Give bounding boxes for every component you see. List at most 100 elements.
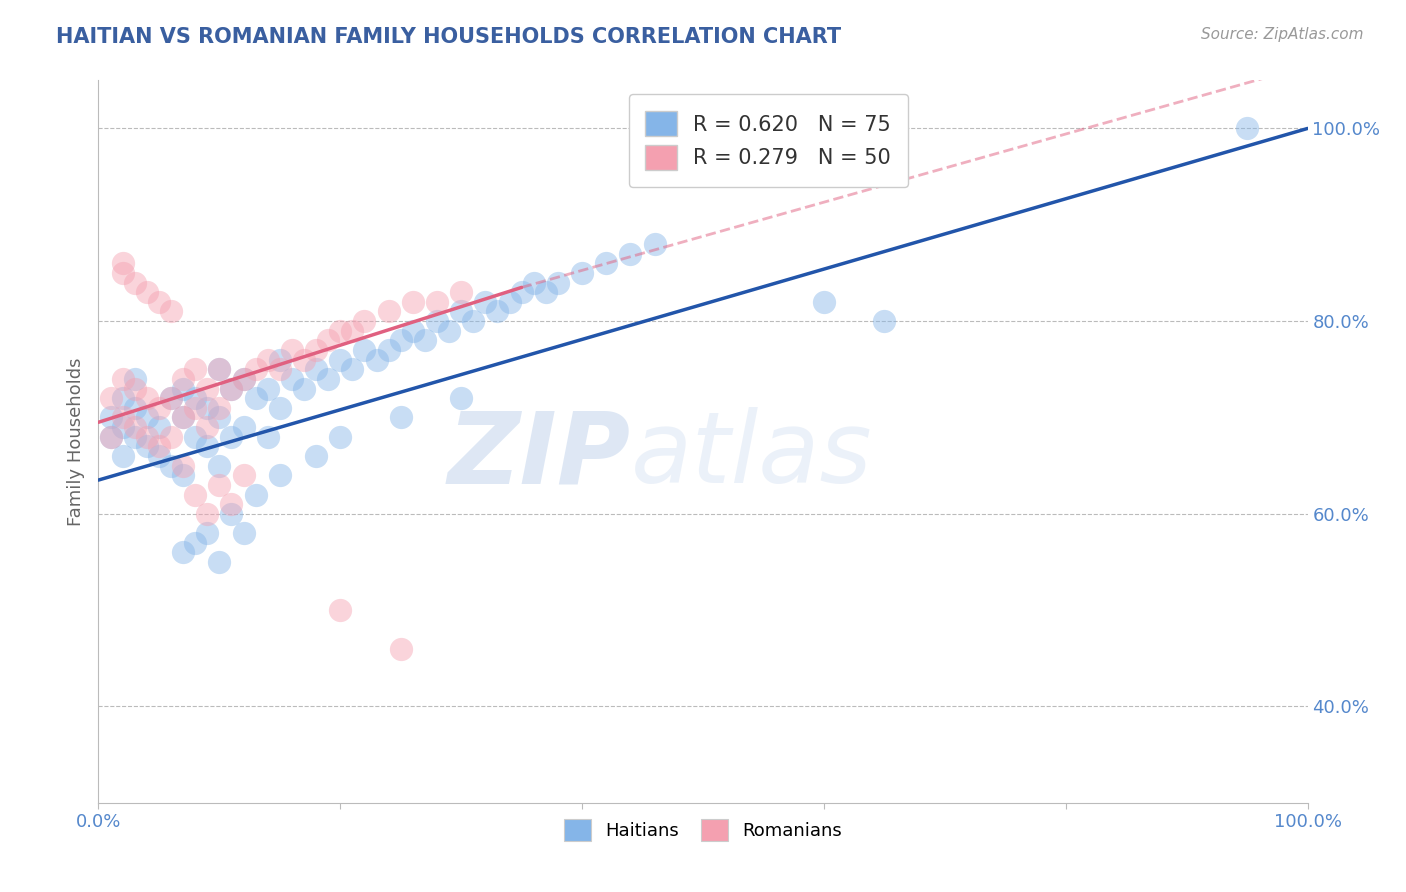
Point xyxy=(221,382,243,396)
Point xyxy=(329,352,352,367)
Legend: Haitians, Romanians: Haitians, Romanians xyxy=(557,812,849,848)
Point xyxy=(389,334,412,348)
Point xyxy=(873,314,896,328)
Point xyxy=(353,314,375,328)
Point xyxy=(184,401,207,415)
Point xyxy=(195,526,218,541)
Point xyxy=(135,285,157,300)
Point xyxy=(124,372,146,386)
Point xyxy=(160,391,183,405)
Point xyxy=(124,420,146,434)
Point xyxy=(221,382,243,396)
Point xyxy=(329,430,352,444)
Text: HAITIAN VS ROMANIAN FAMILY HOUSEHOLDS CORRELATION CHART: HAITIAN VS ROMANIAN FAMILY HOUSEHOLDS CO… xyxy=(56,27,841,46)
Point xyxy=(413,334,436,348)
Point xyxy=(148,420,170,434)
Point xyxy=(195,439,218,453)
Point xyxy=(281,372,304,386)
Point xyxy=(172,545,194,559)
Point xyxy=(269,352,291,367)
Point xyxy=(195,420,218,434)
Point xyxy=(100,410,122,425)
Point xyxy=(184,535,207,549)
Point xyxy=(172,458,194,473)
Point xyxy=(184,487,207,501)
Point xyxy=(474,294,496,309)
Point xyxy=(208,458,231,473)
Point xyxy=(389,641,412,656)
Point xyxy=(463,314,485,328)
Point xyxy=(160,430,183,444)
Point xyxy=(329,603,352,617)
Point xyxy=(305,449,328,463)
Point xyxy=(498,294,520,309)
Point xyxy=(353,343,375,357)
Point xyxy=(450,304,472,318)
Point xyxy=(316,334,339,348)
Point xyxy=(111,256,134,270)
Point xyxy=(256,382,278,396)
Point xyxy=(510,285,533,300)
Point xyxy=(111,410,134,425)
Text: ZIP: ZIP xyxy=(447,408,630,505)
Point xyxy=(595,256,617,270)
Point xyxy=(256,352,278,367)
Point xyxy=(1236,121,1258,136)
Point xyxy=(402,294,425,309)
Point xyxy=(547,276,569,290)
Point xyxy=(232,526,254,541)
Point xyxy=(195,401,218,415)
Point xyxy=(208,401,231,415)
Point xyxy=(342,324,364,338)
Point xyxy=(148,439,170,453)
Point xyxy=(124,401,146,415)
Point xyxy=(195,507,218,521)
Point xyxy=(426,314,449,328)
Point xyxy=(172,410,194,425)
Point xyxy=(619,246,641,260)
Point xyxy=(208,362,231,376)
Point xyxy=(160,304,183,318)
Point xyxy=(232,420,254,434)
Point xyxy=(316,372,339,386)
Point xyxy=(245,362,267,376)
Point xyxy=(221,497,243,511)
Point xyxy=(184,430,207,444)
Point xyxy=(100,391,122,405)
Point xyxy=(534,285,557,300)
Point xyxy=(571,266,593,280)
Point xyxy=(269,362,291,376)
Point xyxy=(172,410,194,425)
Point xyxy=(148,294,170,309)
Point xyxy=(281,343,304,357)
Point xyxy=(245,487,267,501)
Y-axis label: Family Households: Family Households xyxy=(66,358,84,525)
Point xyxy=(135,439,157,453)
Point xyxy=(111,266,134,280)
Point xyxy=(305,362,328,376)
Point xyxy=(486,304,509,318)
Point xyxy=(329,324,352,338)
Point xyxy=(184,391,207,405)
Point xyxy=(208,478,231,492)
Point xyxy=(221,507,243,521)
Point xyxy=(111,449,134,463)
Point xyxy=(111,420,134,434)
Point xyxy=(377,343,399,357)
Point xyxy=(208,362,231,376)
Point xyxy=(208,410,231,425)
Point xyxy=(305,343,328,357)
Point xyxy=(148,449,170,463)
Point xyxy=(100,430,122,444)
Point xyxy=(172,382,194,396)
Point xyxy=(377,304,399,318)
Point xyxy=(135,391,157,405)
Text: Source: ZipAtlas.com: Source: ZipAtlas.com xyxy=(1201,27,1364,42)
Point xyxy=(256,430,278,444)
Point xyxy=(172,372,194,386)
Point xyxy=(450,391,472,405)
Point xyxy=(232,372,254,386)
Point xyxy=(437,324,460,338)
Point xyxy=(124,382,146,396)
Point xyxy=(208,555,231,569)
